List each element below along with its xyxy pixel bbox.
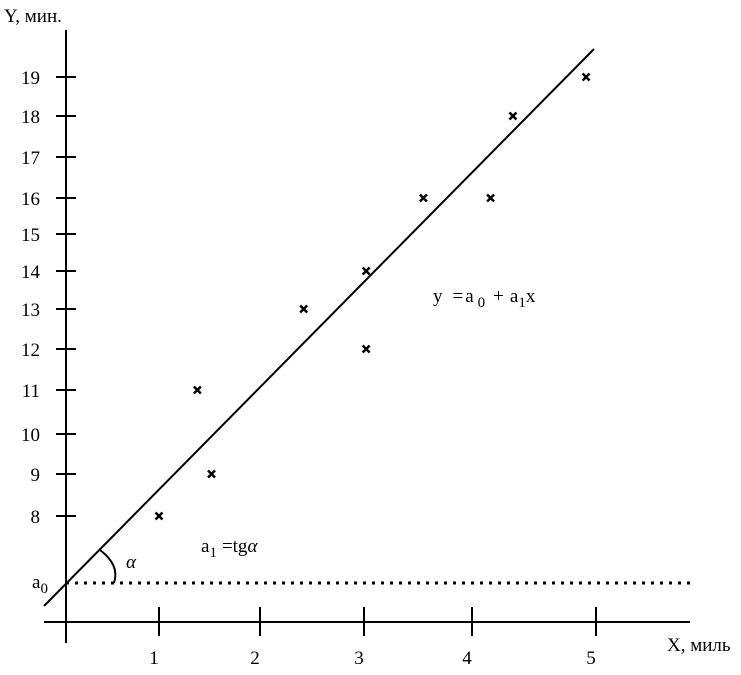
data-point: [486, 193, 495, 203]
data-point: [361, 266, 371, 276]
x-tick-label: 1: [149, 648, 159, 669]
slope-label: a1 =tgα: [201, 536, 258, 561]
x-ticks: 1 2 3 4 5: [149, 607, 597, 669]
data-point-stroke: [192, 385, 202, 395]
y-tick-label: 17: [21, 148, 40, 169]
data-point-stroke: [419, 193, 428, 203]
x-tick-label: 2: [250, 648, 260, 669]
y-tick-label: 10: [21, 425, 40, 446]
data-point: [154, 511, 164, 521]
angle-arc: [99, 549, 117, 584]
data-point: [419, 193, 428, 203]
y-axis-title: Y, мин.: [4, 6, 62, 27]
x-tick-label: 3: [354, 648, 364, 669]
data-point: [361, 344, 371, 354]
data-point: [207, 469, 216, 479]
data-point-stroke: [486, 193, 495, 203]
y-tick-label: 19: [21, 68, 40, 89]
data-point-stroke: [154, 511, 164, 521]
data-point: [192, 385, 202, 395]
y-tick-label: 14: [21, 262, 41, 283]
data-point-stroke: [581, 72, 591, 82]
data-point: [299, 304, 309, 314]
y-tick-label: 12: [21, 340, 40, 361]
data-point-stroke: [508, 111, 518, 121]
data-point-stroke: [361, 344, 371, 354]
y-tick-label: 9: [31, 465, 41, 486]
angle-label: α: [126, 552, 137, 573]
x-axis-title: X, миль: [667, 635, 731, 656]
data-point-stroke: [299, 304, 309, 314]
regression-equation: y = a 0 + a1x: [433, 286, 536, 311]
intercept-label: a0: [32, 572, 48, 597]
y-tick-label: 16: [21, 189, 40, 210]
data-point-stroke: [207, 469, 216, 479]
x-tick-label: 4: [462, 648, 472, 669]
regression-line: [43, 48, 595, 607]
data-points: [154, 72, 591, 521]
x-tick-label: 5: [586, 648, 596, 669]
y-tick-label: 15: [21, 225, 40, 246]
data-point: [581, 72, 591, 82]
y-tick-label: 18: [21, 107, 40, 128]
data-point-stroke: [361, 266, 371, 276]
y-tick-label: 13: [21, 300, 40, 321]
y-tick-label: 8: [31, 507, 41, 528]
y-ticks: 8 9 10 11 12 13 14 15 16 17 18 19: [21, 68, 76, 528]
data-point: [508, 111, 518, 121]
y-tick-label: 11: [22, 381, 40, 402]
